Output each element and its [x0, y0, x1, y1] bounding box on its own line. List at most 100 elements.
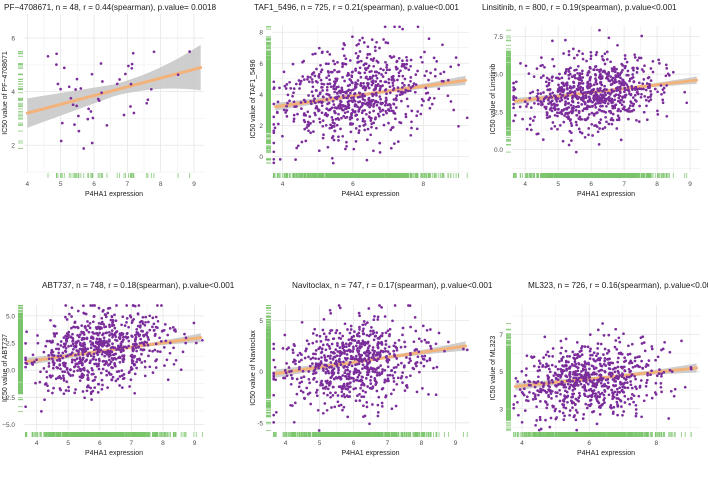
data-point	[586, 86, 590, 90]
data-point	[297, 79, 301, 82]
data-point	[613, 98, 617, 102]
data-point	[403, 84, 406, 87]
data-point	[298, 82, 302, 85]
data-point	[521, 117, 524, 121]
data-point	[536, 88, 540, 92]
data-point	[645, 104, 648, 108]
data-point	[275, 111, 279, 115]
data-point	[308, 115, 312, 118]
x-tick-label: 4	[281, 181, 285, 188]
data-point	[599, 99, 602, 103]
data-point	[122, 113, 126, 117]
data-point	[380, 73, 383, 76]
data-point	[533, 101, 536, 105]
data-point	[560, 112, 564, 116]
data-point	[572, 56, 576, 60]
data-point	[423, 74, 427, 78]
x-tick-label: 6	[351, 181, 355, 188]
data-point	[352, 147, 356, 151]
data-point	[611, 104, 614, 108]
data-point	[375, 40, 378, 44]
data-point	[409, 86, 413, 89]
data-point	[314, 106, 318, 110]
data-point	[349, 123, 352, 126]
data-point	[664, 74, 668, 78]
data-point	[337, 70, 341, 73]
data-point	[558, 72, 561, 76]
data-point	[567, 50, 571, 53]
data-point	[609, 60, 612, 64]
data-point	[599, 118, 603, 121]
data-point	[401, 59, 404, 63]
data-point	[657, 58, 661, 62]
data-point	[586, 105, 590, 108]
data-point	[405, 55, 408, 59]
data-point	[60, 121, 64, 125]
data-point	[129, 105, 132, 108]
y-tick-label: 8	[259, 30, 263, 37]
data-point	[344, 147, 347, 151]
data-point	[373, 45, 377, 49]
x-tick-label: 4	[523, 181, 527, 188]
data-point	[299, 101, 303, 104]
data-point	[363, 71, 367, 75]
data-point	[430, 102, 434, 106]
data-point	[569, 110, 573, 114]
data-point	[392, 55, 396, 58]
data-point	[384, 101, 388, 105]
data-point	[541, 138, 545, 141]
y-tick-label: 4	[11, 89, 15, 96]
data-point	[390, 75, 394, 79]
data-point	[324, 62, 328, 66]
data-point	[600, 55, 604, 58]
data-point	[317, 76, 321, 79]
data-point	[562, 89, 565, 93]
data-point	[371, 74, 375, 78]
data-point	[446, 94, 450, 98]
data-point	[124, 72, 127, 76]
data-point	[419, 112, 423, 116]
data-point	[560, 110, 563, 114]
data-point	[594, 65, 597, 69]
data-point	[360, 101, 364, 105]
data-point	[131, 51, 135, 55]
data-point	[621, 64, 625, 67]
data-point	[404, 66, 407, 70]
data-point	[343, 43, 346, 47]
data-point	[601, 100, 605, 104]
data-point	[390, 78, 394, 82]
data-point	[609, 83, 613, 86]
data-point	[588, 105, 592, 108]
y-tick-label: 0.0	[494, 147, 503, 154]
data-point	[632, 80, 636, 83]
data-point	[649, 95, 652, 98]
data-point	[363, 108, 367, 112]
data-point	[405, 59, 409, 62]
data-point	[626, 85, 630, 89]
data-point	[408, 89, 412, 93]
data-point	[574, 108, 578, 112]
data-point	[387, 108, 390, 111]
data-point	[332, 87, 336, 91]
data-point	[306, 110, 310, 114]
data-point	[578, 115, 582, 119]
data-point	[310, 78, 314, 81]
data-point	[595, 51, 599, 54]
data-point	[89, 110, 93, 113]
data-point	[598, 127, 601, 130]
regression-line	[25, 66, 203, 115]
data-point	[331, 161, 335, 165]
data-point	[360, 103, 364, 107]
data-point	[284, 111, 288, 114]
data-point	[653, 87, 657, 91]
data-point	[620, 83, 624, 87]
data-point	[647, 76, 651, 79]
data-point	[442, 79, 445, 83]
data-point	[592, 68, 596, 71]
panel-title: PF−4708671, n = 48, r = 0.44(spearman), …	[4, 3, 217, 12]
data-point	[535, 132, 539, 136]
data-point	[344, 107, 347, 111]
data-point	[566, 97, 570, 101]
data-point	[683, 90, 687, 94]
data-point	[360, 84, 363, 88]
